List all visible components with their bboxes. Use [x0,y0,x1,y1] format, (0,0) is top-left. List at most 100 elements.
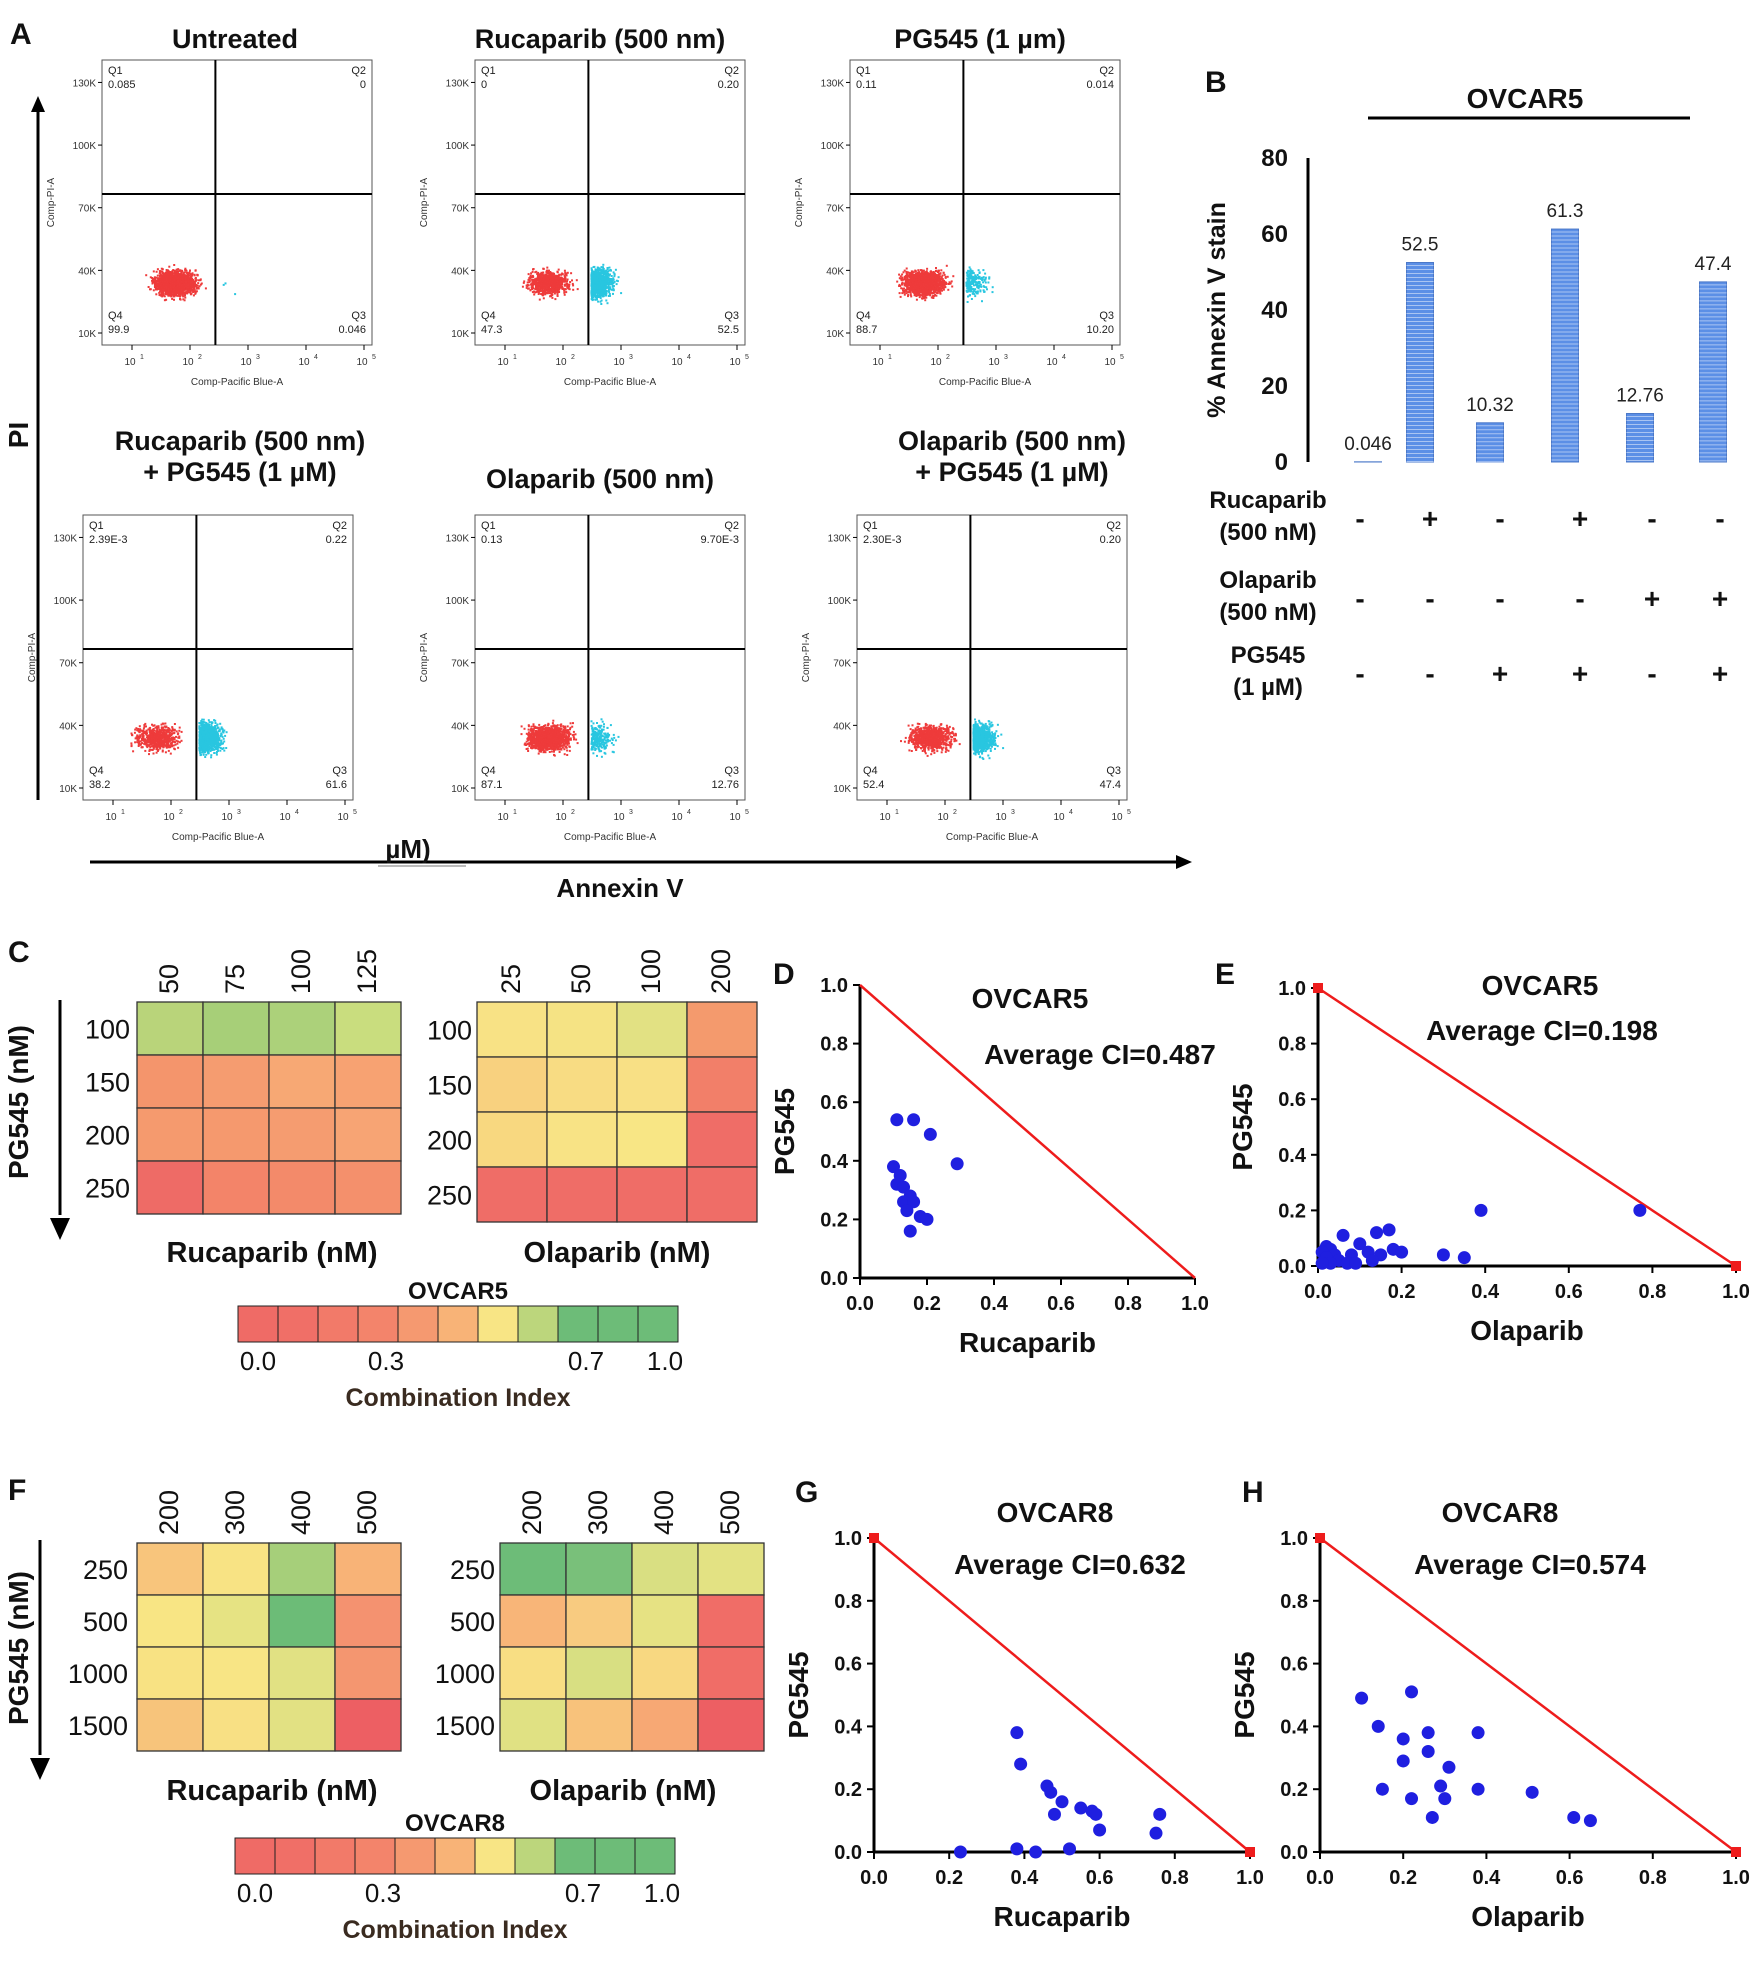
flow-dot-red [153,281,156,284]
flow-dot-red [195,279,198,282]
flow-x-axis-label: Comp-Pacific Blue-A [564,377,657,388]
flow-dot-cyan [605,269,608,272]
flow-dot-red [183,283,186,286]
flow-dot-red [928,275,931,278]
flow-dot-red [944,276,947,279]
flow-dot-cyan [592,276,595,279]
flow-dot-cyan [596,277,599,280]
flow-dot-red [922,284,925,286]
flow-dot-red [545,277,548,280]
flow-dot-red [179,269,182,272]
flow-dot-cyan [594,294,597,297]
flow-dot-cyan [608,266,611,269]
flow-dot-red [546,285,548,288]
flow-dot-red [529,289,532,292]
flow-dot-red [160,286,162,289]
flow-dot-red [951,285,954,288]
flow-dot-red [169,293,172,296]
flow-dot-red [161,280,164,283]
flow-dot-red [935,278,938,281]
flow-dot-red [167,273,170,276]
flow-dot-red [924,277,927,280]
flow-dot-red [549,271,552,273]
flow-dot-cyan [615,283,618,286]
flow-dot-cyan [593,292,596,295]
flow-dot-cyan [591,284,594,287]
flow-dot-red [155,276,158,279]
flow-dot-cyan [601,278,604,281]
flow-dot-red [545,269,548,272]
flow-dot-red [937,270,940,273]
flow-dot-red [172,295,175,298]
flow-dot-red [170,273,173,276]
flow-dot-cyan [611,288,614,291]
flow-dot-red [899,295,902,298]
flow-dot-red [527,273,530,276]
flow-dot-red [166,271,169,274]
flow-dot-red [901,277,904,279]
flow-dot-red [920,276,923,279]
flow-dot-red [935,269,938,272]
flow-dot-red [554,274,557,277]
flow-dot-red [528,281,531,284]
flow-dot-red [915,273,918,276]
flow-dot-red [535,284,537,287]
flow-dot-red [906,273,908,276]
flow-dot-red [164,275,167,278]
flow-dot-red [187,280,190,283]
flow-dot-red [174,273,177,276]
flow-dot-red [921,271,924,274]
flow-dot-cyan [616,280,619,283]
flow-dot-red [549,292,552,295]
flow-dot-red [171,270,174,273]
flow-dot-red [901,283,903,286]
flow-dot-red [898,285,901,287]
flow-dot-red [546,266,549,269]
flow-dot-red [184,284,187,286]
flow-dot-red [567,287,570,290]
flow-dot-red [558,282,561,285]
flow-dot-red [909,277,912,280]
flow-dot-red [940,269,943,272]
flow-dot-red [163,286,166,289]
flow-dot-red [915,272,917,275]
flow-dot-red [905,283,907,286]
flow-dot-red [920,285,922,288]
flow-dot-cyan [600,284,603,286]
flow-dot-red [931,281,934,284]
flow-dot-cyan [591,273,594,276]
flow-dot-red [194,280,197,283]
flow-dot-red [566,285,569,288]
flow-dot-red [537,284,540,287]
flow-dot-cyan [609,277,612,280]
flow-dot-red [539,288,542,291]
flow-xtick-label: 10 [1104,357,1116,368]
flow-xtick-label: 10 [298,357,310,368]
flow-dot-red [919,281,922,284]
flow-dot-red [552,291,554,294]
flow-dot-red [938,283,941,286]
flow-dot-red [159,270,162,273]
flow-dot-red [173,279,176,281]
flow-dot-red [186,290,189,293]
flow-dot-cyan [593,265,596,268]
flow-dot-red [930,277,933,280]
flow-dot-cyan [592,296,595,299]
flow-dot-red [164,293,167,295]
flow-dot-red [924,278,927,281]
flow-dot-red [923,285,926,288]
flow-dot-red [533,280,536,282]
flow-dot-red [907,286,909,289]
flow-dot-red [185,276,188,279]
flow-dot-red [187,291,190,294]
flow-dot-red [551,296,554,299]
flow-dot-red [936,277,939,280]
flow-dot-red [922,274,925,277]
flow-dot-cyan [613,280,616,283]
flow-dot-red [526,285,529,287]
flow-dot-red [929,283,932,286]
flow-dot-red [920,290,923,293]
flow-dot-red [172,269,175,271]
panel-label-g: G [795,1476,818,1509]
